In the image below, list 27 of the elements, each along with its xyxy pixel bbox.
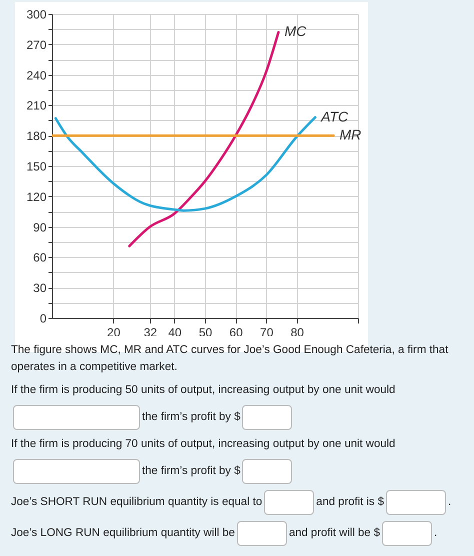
text: and profit will be $ (288, 526, 380, 541)
series-label: ATC (320, 108, 350, 124)
text: Joe’s LONG RUN equilibrium quantity will be (11, 526, 235, 541)
text: . (448, 495, 452, 510)
y-tick-label: 0 (40, 312, 47, 326)
text: The figure shows MC, MR and ATC curves for Joe’s Good Enough Cafeteria, a firm that operates in a competitive market. (11, 344, 448, 373)
text: the firm’s profit by $ (142, 410, 240, 425)
y-tick-label: 180 (26, 129, 47, 144)
y-tick-label: 270 (26, 38, 47, 52)
text: Joe’s SHORT RUN equilibrium quantity is equal to (11, 495, 262, 510)
series-label: MC (284, 23, 308, 40)
y-tick-label: 150 (26, 160, 47, 174)
series-label: MR (340, 126, 362, 143)
y-tick-label: 90 (33, 220, 47, 234)
text: If the firm is producing 70 units of output, increasing output by one unit would (11, 438, 396, 450)
text: . (434, 526, 438, 541)
y-tick-label: 240 (26, 68, 47, 82)
y-tick-label: 120 (26, 190, 47, 204)
y-tick-label: 30 (33, 281, 47, 296)
text: If the firm is producing 50 units of output, increasing output by one unit would (11, 384, 396, 396)
text: the firm’s profit by $ (142, 464, 240, 479)
y-tick-label: 60 (33, 250, 47, 265)
y-tick-label: 300 (26, 8, 47, 22)
line-series (128, 30, 280, 248)
line-series (54, 116, 316, 212)
y-tick-label: 210 (26, 98, 47, 113)
text: and profit is $ (316, 495, 384, 510)
